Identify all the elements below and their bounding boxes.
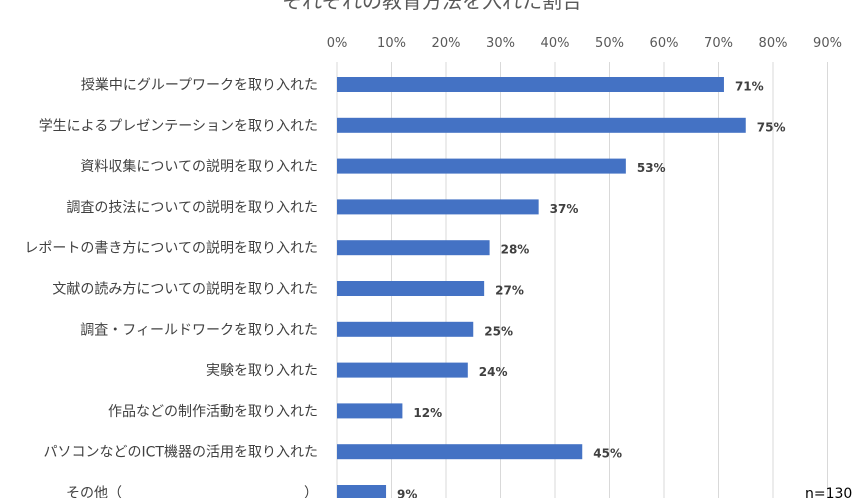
bar xyxy=(337,321,474,337)
x-tick-label: 10% xyxy=(377,36,406,51)
x-tick-label: 70% xyxy=(704,36,733,51)
bar xyxy=(337,199,539,215)
category-label: 文献の読み方についての説明を取り入れた xyxy=(52,281,318,298)
data-labels: 71% 75% 53% 37% 28% 27% 25% 24% 12% 45% 9% xyxy=(397,80,785,498)
category-label: レポートの書き方についての説明を取り入れた xyxy=(24,241,318,257)
x-tick-label: 40% xyxy=(541,36,570,51)
data-label: 12% xyxy=(413,406,442,420)
x-tick-label: 80% xyxy=(759,36,788,51)
data-label: 37% xyxy=(550,202,579,216)
data-label: 25% xyxy=(484,324,513,338)
bar xyxy=(337,240,490,256)
x-tick-label: 50% xyxy=(595,36,624,51)
category-labels: 授業中にグループワークを取り入れた学生によるプレゼンテーションを取り入れた資料収… xyxy=(24,78,318,498)
category-label: 授業中にグループワークを取り入れた xyxy=(81,78,318,94)
bar xyxy=(337,158,626,174)
x-tick-label: 0% xyxy=(327,36,348,51)
bar xyxy=(337,77,724,92)
x-axis-ticks: 0% 10% 20% 30% 40% 50% 60% 70% 80% 90% xyxy=(327,36,842,51)
category-label: 作品などの制作活動を取り入れた xyxy=(108,404,318,420)
bar xyxy=(337,403,403,419)
category-label: 調査の技法についての説明を取り入れた xyxy=(66,200,318,216)
category-label: その他（ ） xyxy=(66,486,318,498)
x-tick-label: 20% xyxy=(432,36,461,51)
category-label: 実験を取り入れた xyxy=(206,363,318,379)
x-tick-label: 30% xyxy=(486,36,515,51)
bar xyxy=(337,444,583,460)
data-label: 75% xyxy=(757,120,786,134)
chart-title: それぞれの教育方法を入れた割合 xyxy=(282,0,582,13)
data-label: 53% xyxy=(637,161,666,175)
category-label: 調査・フィールドワークを取り入れた xyxy=(80,322,318,338)
sample-size-note: n=130 xyxy=(805,486,852,498)
category-label: 資料収集についての説明を取り入れた xyxy=(80,158,318,175)
category-label: パソコンなどのICT機器の活用を取り入れた xyxy=(44,445,318,461)
category-label: 学生によるプレゼンテーションを取り入れた xyxy=(39,118,318,134)
x-tick-label: 90% xyxy=(813,36,842,51)
gridlines xyxy=(336,62,828,498)
data-label: 28% xyxy=(501,243,530,257)
data-label: 24% xyxy=(479,365,508,379)
bar xyxy=(337,281,485,296)
bars xyxy=(337,77,746,498)
data-label: 9% xyxy=(397,488,417,498)
data-label: 45% xyxy=(593,447,622,461)
x-tick-label: 60% xyxy=(650,36,679,51)
bar xyxy=(337,485,387,498)
data-label: 27% xyxy=(495,284,524,298)
data-label: 71% xyxy=(735,80,764,94)
bar xyxy=(337,362,468,378)
bar xyxy=(337,117,746,133)
